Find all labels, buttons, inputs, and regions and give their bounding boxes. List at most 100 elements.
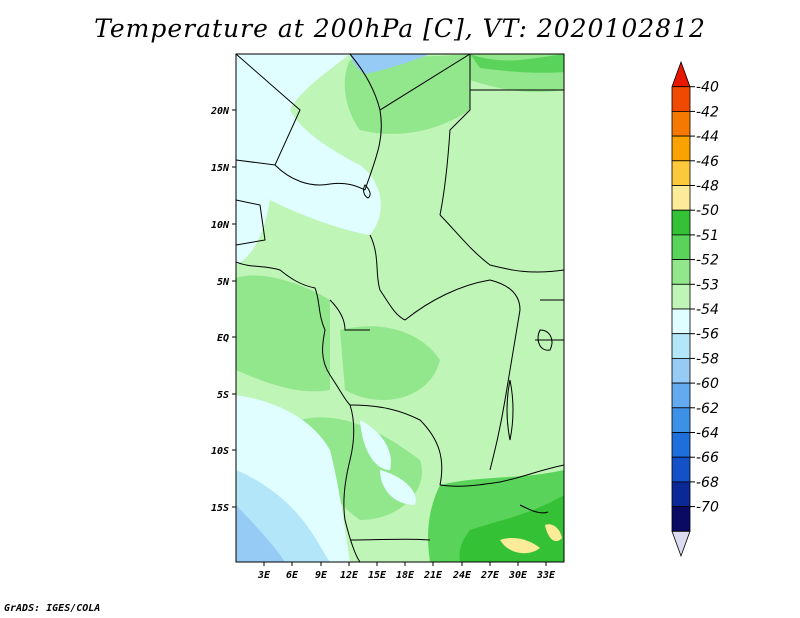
- border-namibia: [349, 538, 431, 541]
- border-zambia: [439, 464, 564, 487]
- lon-label-27e: 27E: [480, 570, 500, 581]
- lat-label-10n: 10N: [211, 220, 230, 231]
- colorbar-label: -40: [696, 80, 719, 96]
- lon-label-6e: 6E: [286, 570, 299, 581]
- colorbar-swatch: [671, 506, 691, 532]
- field-northeast-darker: [470, 54, 564, 73]
- border-west-africa: [236, 199, 266, 246]
- colorbar-swatch: [671, 283, 691, 310]
- colorbar-label: -54: [696, 302, 719, 318]
- colorbar-swatch: [671, 259, 691, 285]
- field-sahara-pale: [236, 54, 381, 235]
- lat-label-5s: 5S: [217, 390, 229, 401]
- lat-ticks: [232, 109, 236, 508]
- colorbar-label: -56: [696, 327, 719, 343]
- lakes: [363, 184, 553, 514]
- colorbar-label: -42: [696, 104, 719, 120]
- colorbar-label: -64: [696, 426, 719, 442]
- lon-label-12e: 12E: [340, 570, 359, 581]
- border-mauritania-mali: [236, 54, 301, 166]
- west-coastline: [236, 261, 351, 406]
- border-car-sudan: [439, 214, 564, 273]
- border-mali-niger: [274, 164, 366, 191]
- colorbar-label: -60: [696, 376, 719, 392]
- field-congo-green: [340, 326, 440, 400]
- field-yellow-2: [545, 524, 562, 542]
- colorbar-label: -46: [696, 154, 719, 170]
- lon-label-15e: 15E: [368, 570, 387, 581]
- colorbar-label: -48: [696, 179, 719, 195]
- lat-label-eq: EQ: [217, 333, 229, 344]
- temperature-field: [236, 54, 564, 562]
- map-frame: [235, 53, 565, 563]
- field-sw-deepblue: [236, 505, 285, 562]
- lat-label-15s: 15S: [211, 503, 229, 514]
- colorbar-swatch: [671, 333, 691, 359]
- colorbar-bottom-arrow: [671, 530, 691, 558]
- border-cameroon-car: [369, 234, 406, 321]
- colorbar: -40 -42 -44 -46 -48 -50 -51 -52 -53 -54 -56 -58 -60 -…: [671, 60, 719, 558]
- border-chad-sudan: [439, 54, 471, 216]
- colorbar-swatch: [671, 185, 691, 211]
- colorbar-swatch: [671, 86, 691, 112]
- field-southeast-dark: [459, 495, 564, 562]
- colorbar-swatch: [671, 357, 691, 384]
- colorbar-label: -50: [696, 203, 719, 219]
- colorbar-label: -62: [696, 401, 719, 417]
- lon-label-33e: 33E: [536, 570, 556, 581]
- lat-label-10s: 10S: [211, 446, 229, 457]
- colorbar-swatch: [671, 481, 691, 507]
- field-angola-pale: [360, 420, 391, 470]
- border-gabon: [329, 299, 370, 331]
- lake-victoria: [537, 329, 553, 351]
- colorbar-top-arrow: [671, 60, 691, 88]
- lat-labels: 20N 15N 10N 5N EQ 5S 10S 15S: [210, 106, 230, 514]
- lake-kariba: [519, 504, 549, 514]
- grads-credit: GrADS: IGES/COLA: [4, 603, 101, 614]
- lon-label-18e: 18E: [396, 570, 415, 581]
- lon-label-30e: 30E: [508, 570, 528, 581]
- field-namibia-pale: [380, 470, 416, 505]
- lat-label-5n: 5N: [217, 277, 230, 288]
- border-angola-drc: [349, 404, 443, 486]
- colorbar-swatch: [671, 432, 691, 458]
- colorbar-label: -70: [696, 500, 719, 516]
- colorbar-swatch: [671, 382, 691, 409]
- colorbar-label: -52: [696, 253, 719, 269]
- lon-label-3e: 3E: [257, 570, 271, 581]
- field-westcoast-pale: [236, 190, 270, 265]
- colorbar-swatch: [671, 308, 691, 335]
- lake-tanganyika: [506, 379, 514, 441]
- colorbar-swatch: [671, 111, 691, 137]
- colorbar-label: -44: [696, 129, 719, 145]
- colorbar-swatch: [671, 209, 691, 236]
- colorbar-label: -58: [696, 351, 719, 367]
- lat-label-15n: 15N: [211, 163, 230, 174]
- border-car-drc: [404, 279, 521, 321]
- field-north-blue: [350, 54, 430, 74]
- southwest-coastline: [343, 404, 361, 562]
- lon-label-9e: 9E: [315, 570, 328, 581]
- colorbar-swatch: [671, 456, 691, 483]
- colorbar-swatch: [671, 407, 691, 433]
- map-title: Temperature at 200hPa [C], VT: 202010281…: [94, 14, 706, 43]
- lon-ticks: [263, 562, 547, 566]
- colorbar-label: -53: [696, 277, 719, 293]
- border-east-africa: [535, 299, 564, 341]
- lon-labels: 3E 6E 9E 12E 15E 18E 21E 24E 27E 30E 33E: [257, 570, 556, 581]
- country-borders: [236, 54, 564, 562]
- colorbar-label: -66: [696, 450, 719, 466]
- field-yellow-1: [500, 537, 540, 554]
- lon-label-21e: 21E: [423, 570, 443, 581]
- colorbar-swatch: [671, 135, 691, 162]
- colorbar-swatch: [671, 234, 691, 260]
- colorbar-swatch: [671, 160, 691, 186]
- lon-label-24e: 24E: [452, 570, 472, 581]
- lat-label-20n: 20N: [210, 106, 230, 117]
- border-niger-algeria: [349, 54, 382, 191]
- lake-chad: [363, 184, 371, 199]
- border-niger-libya: [379, 54, 471, 111]
- colorbar-label: -68: [696, 475, 719, 491]
- field-west-green: [236, 275, 330, 392]
